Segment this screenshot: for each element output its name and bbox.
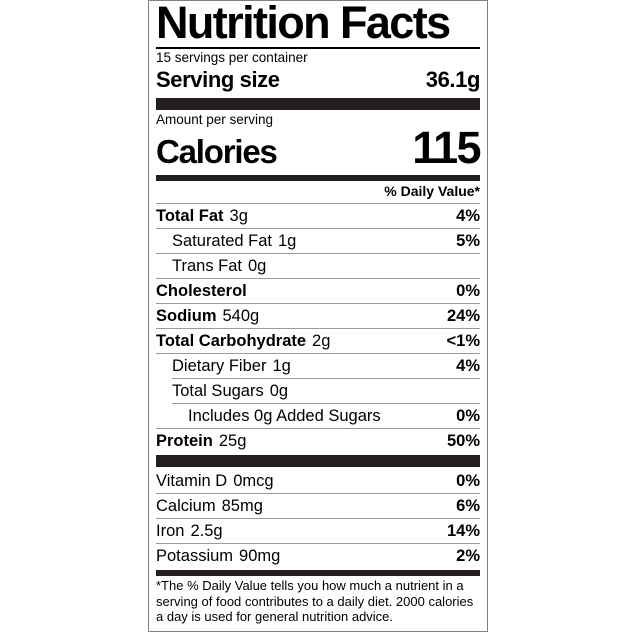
divider-thick-above-calories [156, 98, 480, 110]
serving-size-label: Serving size [156, 67, 280, 92]
nutrient-amount: 3g [229, 207, 248, 225]
row-divider [172, 403, 480, 404]
nutrient-name: Total Carbohydrate [156, 332, 307, 350]
nutrient-daily-value: 0% [456, 407, 480, 425]
nutrient-daily-value: 24% [446, 307, 480, 325]
vitamin-row-calcium: Calcium 85mg 6% [156, 494, 480, 518]
row-divider [156, 428, 480, 429]
nutrient-name: Total Fat [156, 207, 224, 225]
nutrient-row-total-fat: Total Fat 3g 4% [156, 204, 480, 228]
divider-under-calories [156, 175, 480, 181]
nutrient-amount: 0g [269, 382, 289, 400]
nutrient-amount: 0g [248, 257, 267, 275]
vitamin-name: Calcium [156, 497, 216, 515]
amount-per-serving-label: Amount per serving [156, 112, 274, 127]
row-divider [172, 378, 480, 379]
nutrition-facts-label: Nutrition Facts 15 servings per containe… [148, 0, 488, 632]
row-divider [156, 518, 480, 519]
row-divider [156, 328, 480, 329]
nutrient-daily-value: 4% [456, 357, 480, 375]
nutrient-row-trans-fat: Trans Fat 0g [156, 254, 480, 278]
calories-row: Calories 115 [156, 122, 482, 173]
nutrient-name: Trans Fat [172, 257, 242, 275]
nutrient-row-protein: Protein 25g 50% [156, 429, 480, 453]
vitamin-daily-value: 0% [456, 472, 480, 490]
vitamin-amount: 90mg [239, 547, 281, 565]
nutrient-row-dietary-fiber: Dietary Fiber 1g 4% [156, 354, 480, 378]
daily-value-footnote: *The % Daily Value tells you how much a … [156, 578, 474, 624]
calories-label: Calories [156, 133, 278, 170]
nutrient-amount: 1g [277, 232, 297, 250]
nutrient-daily-value: <1% [446, 332, 480, 350]
servings-per-container: 15 servings per container [156, 50, 308, 65]
nutrient-daily-value: 0% [456, 282, 480, 300]
divider-thick-above-vitamins [156, 455, 480, 467]
nutrient-amount: 1g [272, 357, 291, 375]
nutrient-amount: 25g [218, 432, 247, 450]
divider-under-title [156, 47, 480, 49]
row-divider [156, 493, 480, 494]
nutrient-row-total-sugars: Total Sugars 0g [156, 379, 480, 403]
divider-above-footnote [156, 570, 480, 576]
row-divider [156, 303, 480, 304]
serving-size-value: 36.1g [425, 67, 481, 92]
vitamin-row-iron: Iron 2.5g 14% [156, 519, 480, 543]
vitamin-daily-value: 6% [456, 497, 480, 515]
vitamin-name: Iron [156, 522, 185, 540]
nutrient-name: Saturated Fat [172, 232, 272, 250]
nutrient-name: Includes 0g Added Sugars [188, 407, 381, 425]
nutrient-row-sodium: Sodium 540g 24% [156, 304, 480, 328]
vitamin-daily-value: 2% [456, 547, 480, 565]
vitamin-name: Potassium [156, 547, 234, 565]
nutrient-name: Sodium [156, 307, 217, 325]
nutrient-amount: 540g [222, 307, 260, 325]
calories-value: 115 [412, 122, 481, 173]
row-divider [156, 253, 480, 254]
vitamin-row-potassium: Potassium 90mg 2% [156, 544, 480, 568]
row-divider [156, 543, 480, 544]
nutrient-name: Total Sugars [172, 382, 264, 400]
divider-above-total-fat [156, 203, 480, 204]
label-title: Nutrition Facts [156, 0, 451, 48]
nutrient-row-added-sugars: Includes 0g Added Sugars 0% [156, 404, 480, 428]
vitamin-name: Vitamin D [156, 472, 228, 490]
row-divider [156, 228, 480, 229]
nutrient-amount: 2g [312, 332, 331, 350]
nutrient-name: Cholesterol [156, 282, 247, 300]
nutrient-daily-value: 4% [456, 207, 480, 225]
nutrient-name: Dietary Fiber [172, 357, 267, 375]
vitamin-daily-value: 14% [446, 522, 480, 540]
nutrient-name: Protein [156, 432, 213, 450]
vitamin-row-vitamin-d: Vitamin D 0mcg 0% [156, 467, 480, 493]
serving-size-row: Serving size 36.1g [156, 66, 480, 93]
vitamin-amount: 2.5g [190, 522, 223, 540]
row-divider [156, 353, 480, 354]
nutrient-row-total-carbohydrate: Total Carbohydrate 2g <1% [156, 329, 480, 353]
nutrient-daily-value: 50% [446, 432, 480, 450]
daily-value-header: % Daily Value* [384, 183, 480, 199]
vitamin-amount: 85mg [221, 497, 263, 515]
nutrient-daily-value: 5% [456, 232, 480, 250]
nutrient-row-saturated-fat: Saturated Fat 1g 5% [156, 229, 480, 253]
row-divider [156, 278, 480, 279]
nutrient-row-cholesterol: Cholesterol 0% [156, 279, 480, 303]
vitamin-amount: 0mcg [233, 472, 274, 490]
